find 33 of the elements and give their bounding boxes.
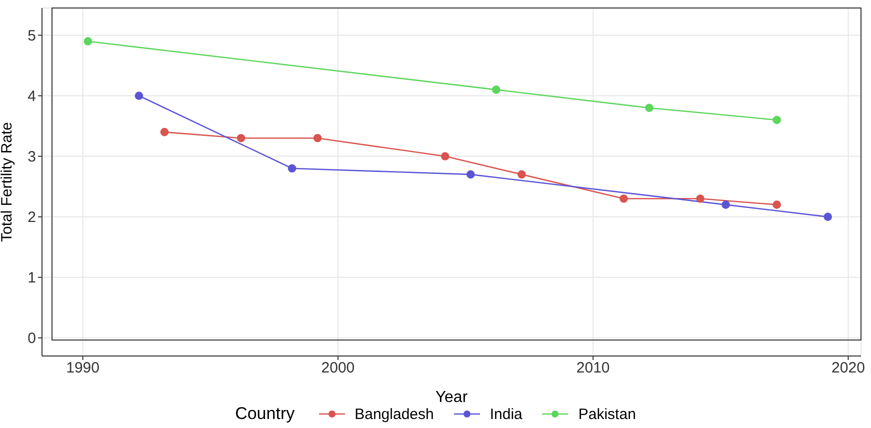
point (696, 194, 704, 203)
legend-label: India (490, 406, 522, 422)
point (772, 200, 781, 209)
x-tick-label: 1990 (66, 360, 100, 377)
point (313, 134, 322, 142)
y-tick-label: 3 (28, 148, 36, 166)
x-tick-label: 2000 (321, 360, 355, 377)
y-tick-label: 0 (28, 330, 36, 348)
point (722, 200, 730, 209)
x-axis-title: Year (435, 389, 468, 406)
y-tick-label: 2 (28, 209, 36, 226)
legend-title: Country (235, 404, 295, 424)
point (620, 194, 628, 203)
x-tick-label: 2020 (832, 360, 865, 377)
y-tick-label: 4 (28, 88, 36, 106)
point (466, 170, 475, 179)
point (492, 86, 500, 94)
point (518, 170, 526, 179)
point (236, 134, 246, 142)
point (824, 212, 832, 221)
x-tick-label: 2010 (576, 360, 610, 377)
y-tick-label: 1 (28, 270, 36, 287)
legend-label: Bangladesh (354, 406, 434, 422)
point (772, 116, 781, 124)
y-axis-title: Total Fertility Rate (0, 122, 16, 242)
point (288, 164, 296, 173)
point (134, 92, 144, 100)
point (160, 128, 169, 136)
point (84, 37, 92, 46)
legend-label: Pakistan (578, 406, 636, 422)
y-tick-label: 5 (28, 28, 36, 45)
point (440, 152, 450, 160)
point (645, 104, 654, 112)
